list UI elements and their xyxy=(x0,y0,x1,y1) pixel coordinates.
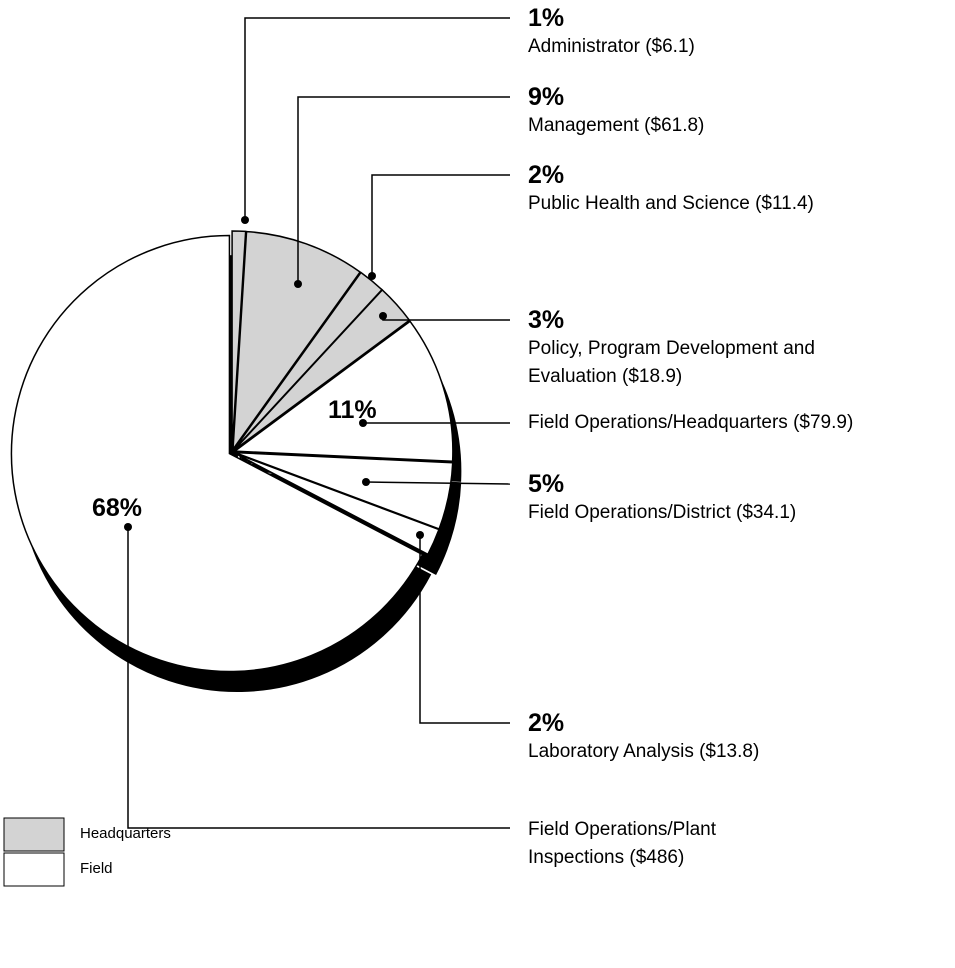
leader-dot xyxy=(124,523,132,531)
slice-label: Management ($61.8) xyxy=(528,115,705,136)
leader-line xyxy=(244,17,510,220)
leader-dot xyxy=(241,216,249,224)
leader-line xyxy=(365,481,511,485)
slice xyxy=(231,230,247,450)
leader-dot xyxy=(362,478,370,486)
slice xyxy=(232,230,362,452)
leader-line xyxy=(127,527,510,829)
leader-line xyxy=(371,174,510,276)
value-label: 9% xyxy=(528,83,565,111)
legend-swatch xyxy=(3,852,65,887)
legend-label: Headquarters xyxy=(80,825,171,842)
leader-line xyxy=(297,96,510,284)
value-label: 11% xyxy=(328,396,377,424)
slice xyxy=(10,234,424,673)
value-label: 2% xyxy=(528,161,565,189)
value-label: 1% xyxy=(528,4,565,32)
slice xyxy=(232,320,454,463)
leader-dot xyxy=(368,272,376,280)
slice xyxy=(234,452,440,556)
value-label: 5% xyxy=(528,470,565,498)
leader-dot xyxy=(359,419,367,427)
slice-label: Public Health and Science ($11.4) xyxy=(528,193,814,214)
leader-line xyxy=(419,535,510,724)
legend-label: Field xyxy=(80,860,113,877)
value-label: 68% xyxy=(92,494,143,522)
slice-label: Field Operations/Plant Inspections ($486… xyxy=(528,819,716,868)
slice-label: Laboratory Analysis ($13.8) xyxy=(528,741,760,762)
slice-label: Field Operations/Headquarters ($79.9) xyxy=(528,412,854,433)
value-label: 2% xyxy=(528,709,565,737)
leader-dot xyxy=(416,531,424,539)
slice-label: Field Operations/District ($34.1) xyxy=(528,502,797,523)
leader-dot xyxy=(294,280,302,288)
leader-dot xyxy=(379,312,387,320)
legend-swatch xyxy=(3,817,65,852)
slice-label: Administrator ($6.1) xyxy=(528,36,695,57)
slice-label: Policy, Program Development and Evaluati… xyxy=(528,338,815,387)
value-label: 3% xyxy=(528,306,565,334)
